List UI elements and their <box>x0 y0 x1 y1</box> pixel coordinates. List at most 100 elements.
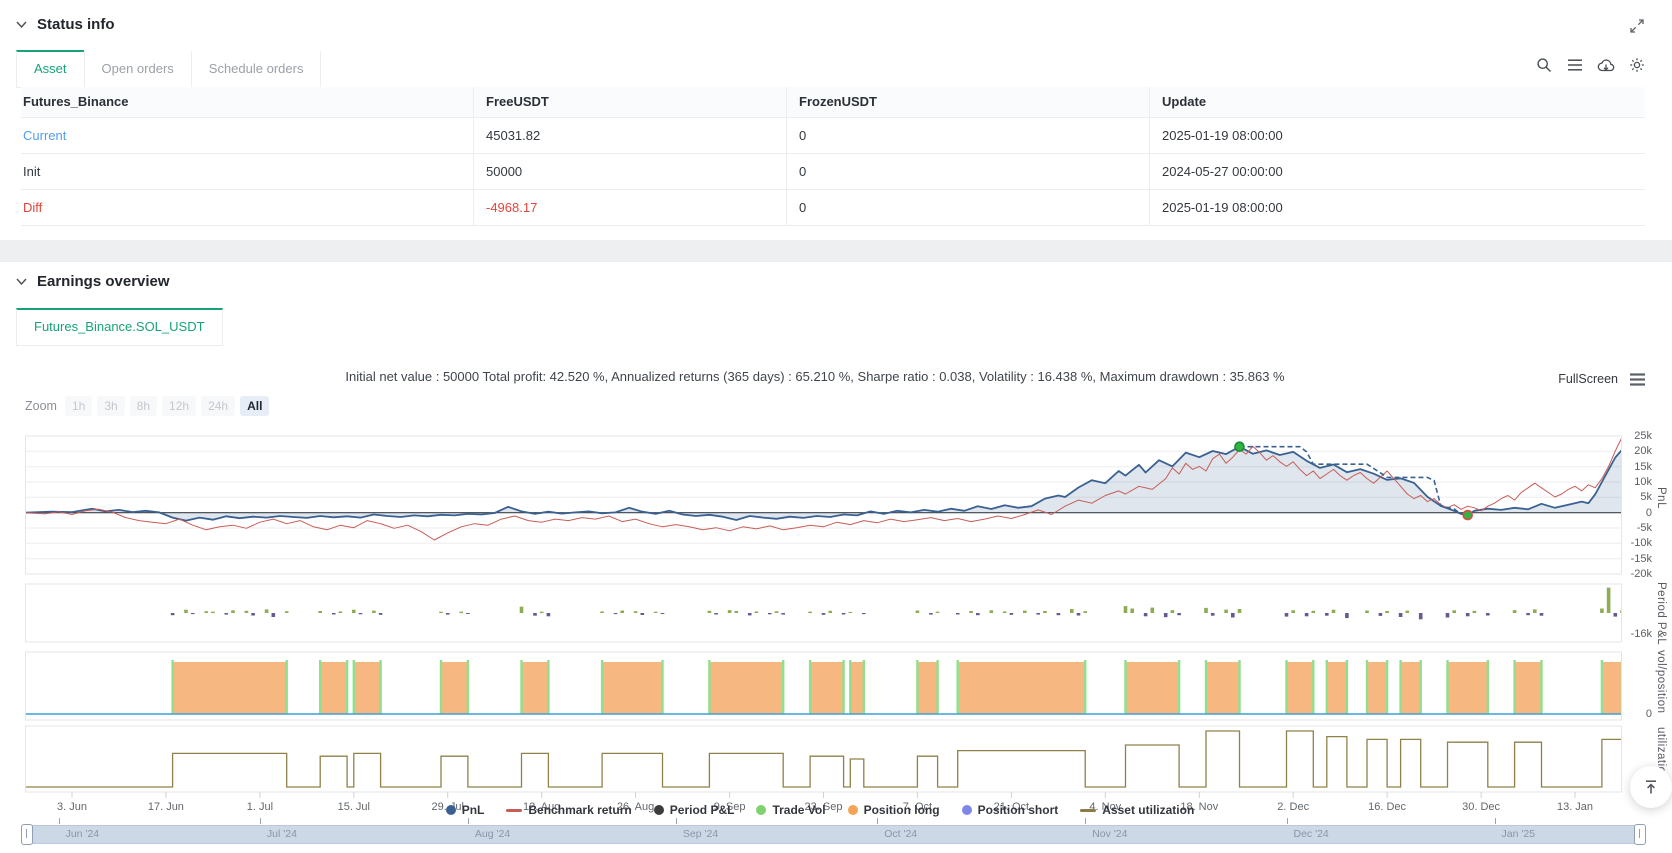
navigator-tick <box>260 818 261 824</box>
legend-label: Benchmark return <box>528 803 631 817</box>
chart-fullscreen-button[interactable]: FullScreen <box>1558 370 1646 388</box>
navigator-tick <box>877 818 878 824</box>
axis-title-vol-position: vol/position <box>1655 650 1667 714</box>
zoom-3h[interactable]: 3h <box>97 396 124 416</box>
legend-item-pnl[interactable]: PnL <box>446 803 485 817</box>
navigator-tick <box>1085 818 1086 824</box>
collapse-chevron-icon[interactable] <box>16 21 27 28</box>
pnl-panel <box>25 436 1622 574</box>
y-axis-tick-label: -20k <box>1622 567 1652 581</box>
navigator-month-label: Jan '25 <box>1502 828 1536 840</box>
legend-line-swatch <box>1080 809 1096 812</box>
navigator-month-label: Sep '24 <box>683 828 718 840</box>
settings-gear-icon[interactable] <box>1628 56 1646 74</box>
navigator-handle-left[interactable] <box>21 824 33 845</box>
y-axis-tick-label: -16k <box>1622 627 1652 641</box>
table-row-init: Init 50000 0 2024-05-27 00:00:00 <box>21 154 1645 190</box>
y-axis-tick-label: -5k <box>1622 521 1652 535</box>
zoom-8h[interactable]: 8h <box>130 396 157 416</box>
status-info-section: Status info Asset Open orders Schedule o… <box>0 0 1672 240</box>
y-axis-tick-label: 5k <box>1622 490 1652 504</box>
axis-title-period-pnl: Period P&L <box>1655 582 1667 645</box>
col-update: Update <box>1150 87 1645 117</box>
asset-table: Futures_Binance FreeUSDT FrozenUSDT Upda… <box>21 87 1645 226</box>
zoom-all[interactable]: All <box>240 396 269 416</box>
row-label-diff: Diff <box>21 190 474 225</box>
status-toolbar <box>1535 56 1646 74</box>
cell-frozen: 0 <box>787 190 1150 225</box>
menu-icon[interactable] <box>1566 56 1584 74</box>
legend-dot-swatch <box>446 805 456 815</box>
chart-legend: PnL Benchmark return Period P&L Trade Vol Po… <box>0 803 1640 817</box>
tab-asset[interactable]: Asset <box>16 50 85 88</box>
cell-free: 45031.82 <box>474 118 787 153</box>
legend-dot-swatch <box>848 805 858 815</box>
back-to-top-button[interactable] <box>1630 766 1672 808</box>
y-axis-tick-label: -10k <box>1622 536 1652 550</box>
earnings-tabs: Futures_Binance.SOL_USDT <box>16 308 223 346</box>
legend-label: Position long <box>864 803 940 817</box>
legend-label: Trade Vol <box>772 803 825 817</box>
row-label-current[interactable]: Current <box>21 118 474 153</box>
cell-frozen: 0 <box>787 118 1150 153</box>
col-free-usdt: FreeUSDT <box>474 87 787 117</box>
period-pnl-panel <box>26 584 1623 642</box>
legend-dot-swatch <box>962 805 972 815</box>
navigator-month-label: Dec '24 <box>1294 828 1329 840</box>
cell-free: -4968.17 <box>474 190 787 225</box>
legend-label: Period P&L <box>670 803 735 817</box>
legend-label: Asset utilization <box>1102 803 1194 817</box>
tab-futures-binance-sol-usdt[interactable]: Futures_Binance.SOL_USDT <box>16 308 223 346</box>
axis-title-pnl: PnL <box>1655 487 1667 509</box>
navigator-tick <box>59 818 60 824</box>
utilization-panel <box>25 726 1622 792</box>
y-axis-tick-label: 0 <box>1622 506 1652 520</box>
navigator-month-label: Oct '24 <box>884 828 917 840</box>
legend-label: PnL <box>462 803 485 817</box>
navigator-tick <box>1495 818 1496 824</box>
y-axis-tick-label: 25k <box>1622 429 1652 443</box>
zoom-12h[interactable]: 12h <box>162 396 196 416</box>
zoom-1h[interactable]: 1h <box>65 396 92 416</box>
y-axis-tick-label: -15k <box>1622 552 1652 566</box>
y-axis-tick-label: 15k <box>1622 460 1652 474</box>
chart-navigator[interactable]: Jun '24Jul '24Aug '24Sep '24Oct '24Nov '… <box>25 825 1642 844</box>
marker-max-drawdown-trough <box>1463 511 1472 520</box>
navigator-month-label: Nov '24 <box>1092 828 1127 840</box>
collapse-chevron-icon[interactable] <box>16 278 27 285</box>
earnings-header: Earnings overview <box>16 273 170 290</box>
legend-item-position-long[interactable]: Position long <box>848 803 940 817</box>
navigator-tick <box>1287 818 1288 824</box>
cell-update: 2024-05-27 00:00:00 <box>1150 154 1645 189</box>
legend-item-asset-utilization[interactable]: Asset utilization <box>1080 803 1194 817</box>
y-axis-tick-label: 0 <box>1622 707 1652 721</box>
cell-update: 2025-01-19 08:00:00 <box>1150 118 1645 153</box>
fullscreen-label[interactable]: FullScreen <box>1558 372 1618 386</box>
navigator-tick <box>676 818 677 824</box>
legend-item-benchmark-return[interactable]: Benchmark return <box>506 803 631 817</box>
cell-frozen: 0 <box>787 154 1150 189</box>
navigator-month-label: Jun '24 <box>66 828 100 840</box>
search-icon[interactable] <box>1535 56 1553 74</box>
legend-item-position-short[interactable]: Position short <box>962 803 1059 817</box>
earnings-chart-plot[interactable]: 3. Jun17. Jun1. Jul15. Jul29. Jul12. Aug… <box>25 434 1622 814</box>
y-axis-tick-label: 10k <box>1622 475 1652 489</box>
tab-schedule-orders[interactable]: Schedule orders <box>191 50 322 88</box>
navigator-month-label: Jul '24 <box>267 828 297 840</box>
tab-open-orders[interactable]: Open orders <box>84 50 192 88</box>
chart-menu-icon[interactable] <box>1628 370 1646 388</box>
legend-item-trade-vol[interactable]: Trade Vol <box>756 803 825 817</box>
table-row-diff: Diff -4968.17 0 2025-01-19 08:00:00 <box>21 190 1645 226</box>
status-info-header: Status info <box>16 16 115 33</box>
vol-position-panel <box>25 652 1622 720</box>
section-title-earnings: Earnings overview <box>37 273 170 290</box>
navigator-handle-right[interactable] <box>1634 824 1646 845</box>
col-futures-binance: Futures_Binance <box>21 87 474 117</box>
fullscreen-expand-icon[interactable] <box>1628 17 1646 35</box>
cloud-download-icon[interactable] <box>1597 56 1615 74</box>
legend-item-period-p-l[interactable]: Period P&L <box>654 803 735 817</box>
legend-dot-swatch <box>756 805 766 815</box>
legend-line-swatch <box>506 809 522 812</box>
table-row-current: Current 45031.82 0 2025-01-19 08:00:00 <box>21 118 1645 154</box>
zoom-24h[interactable]: 24h <box>201 396 235 416</box>
